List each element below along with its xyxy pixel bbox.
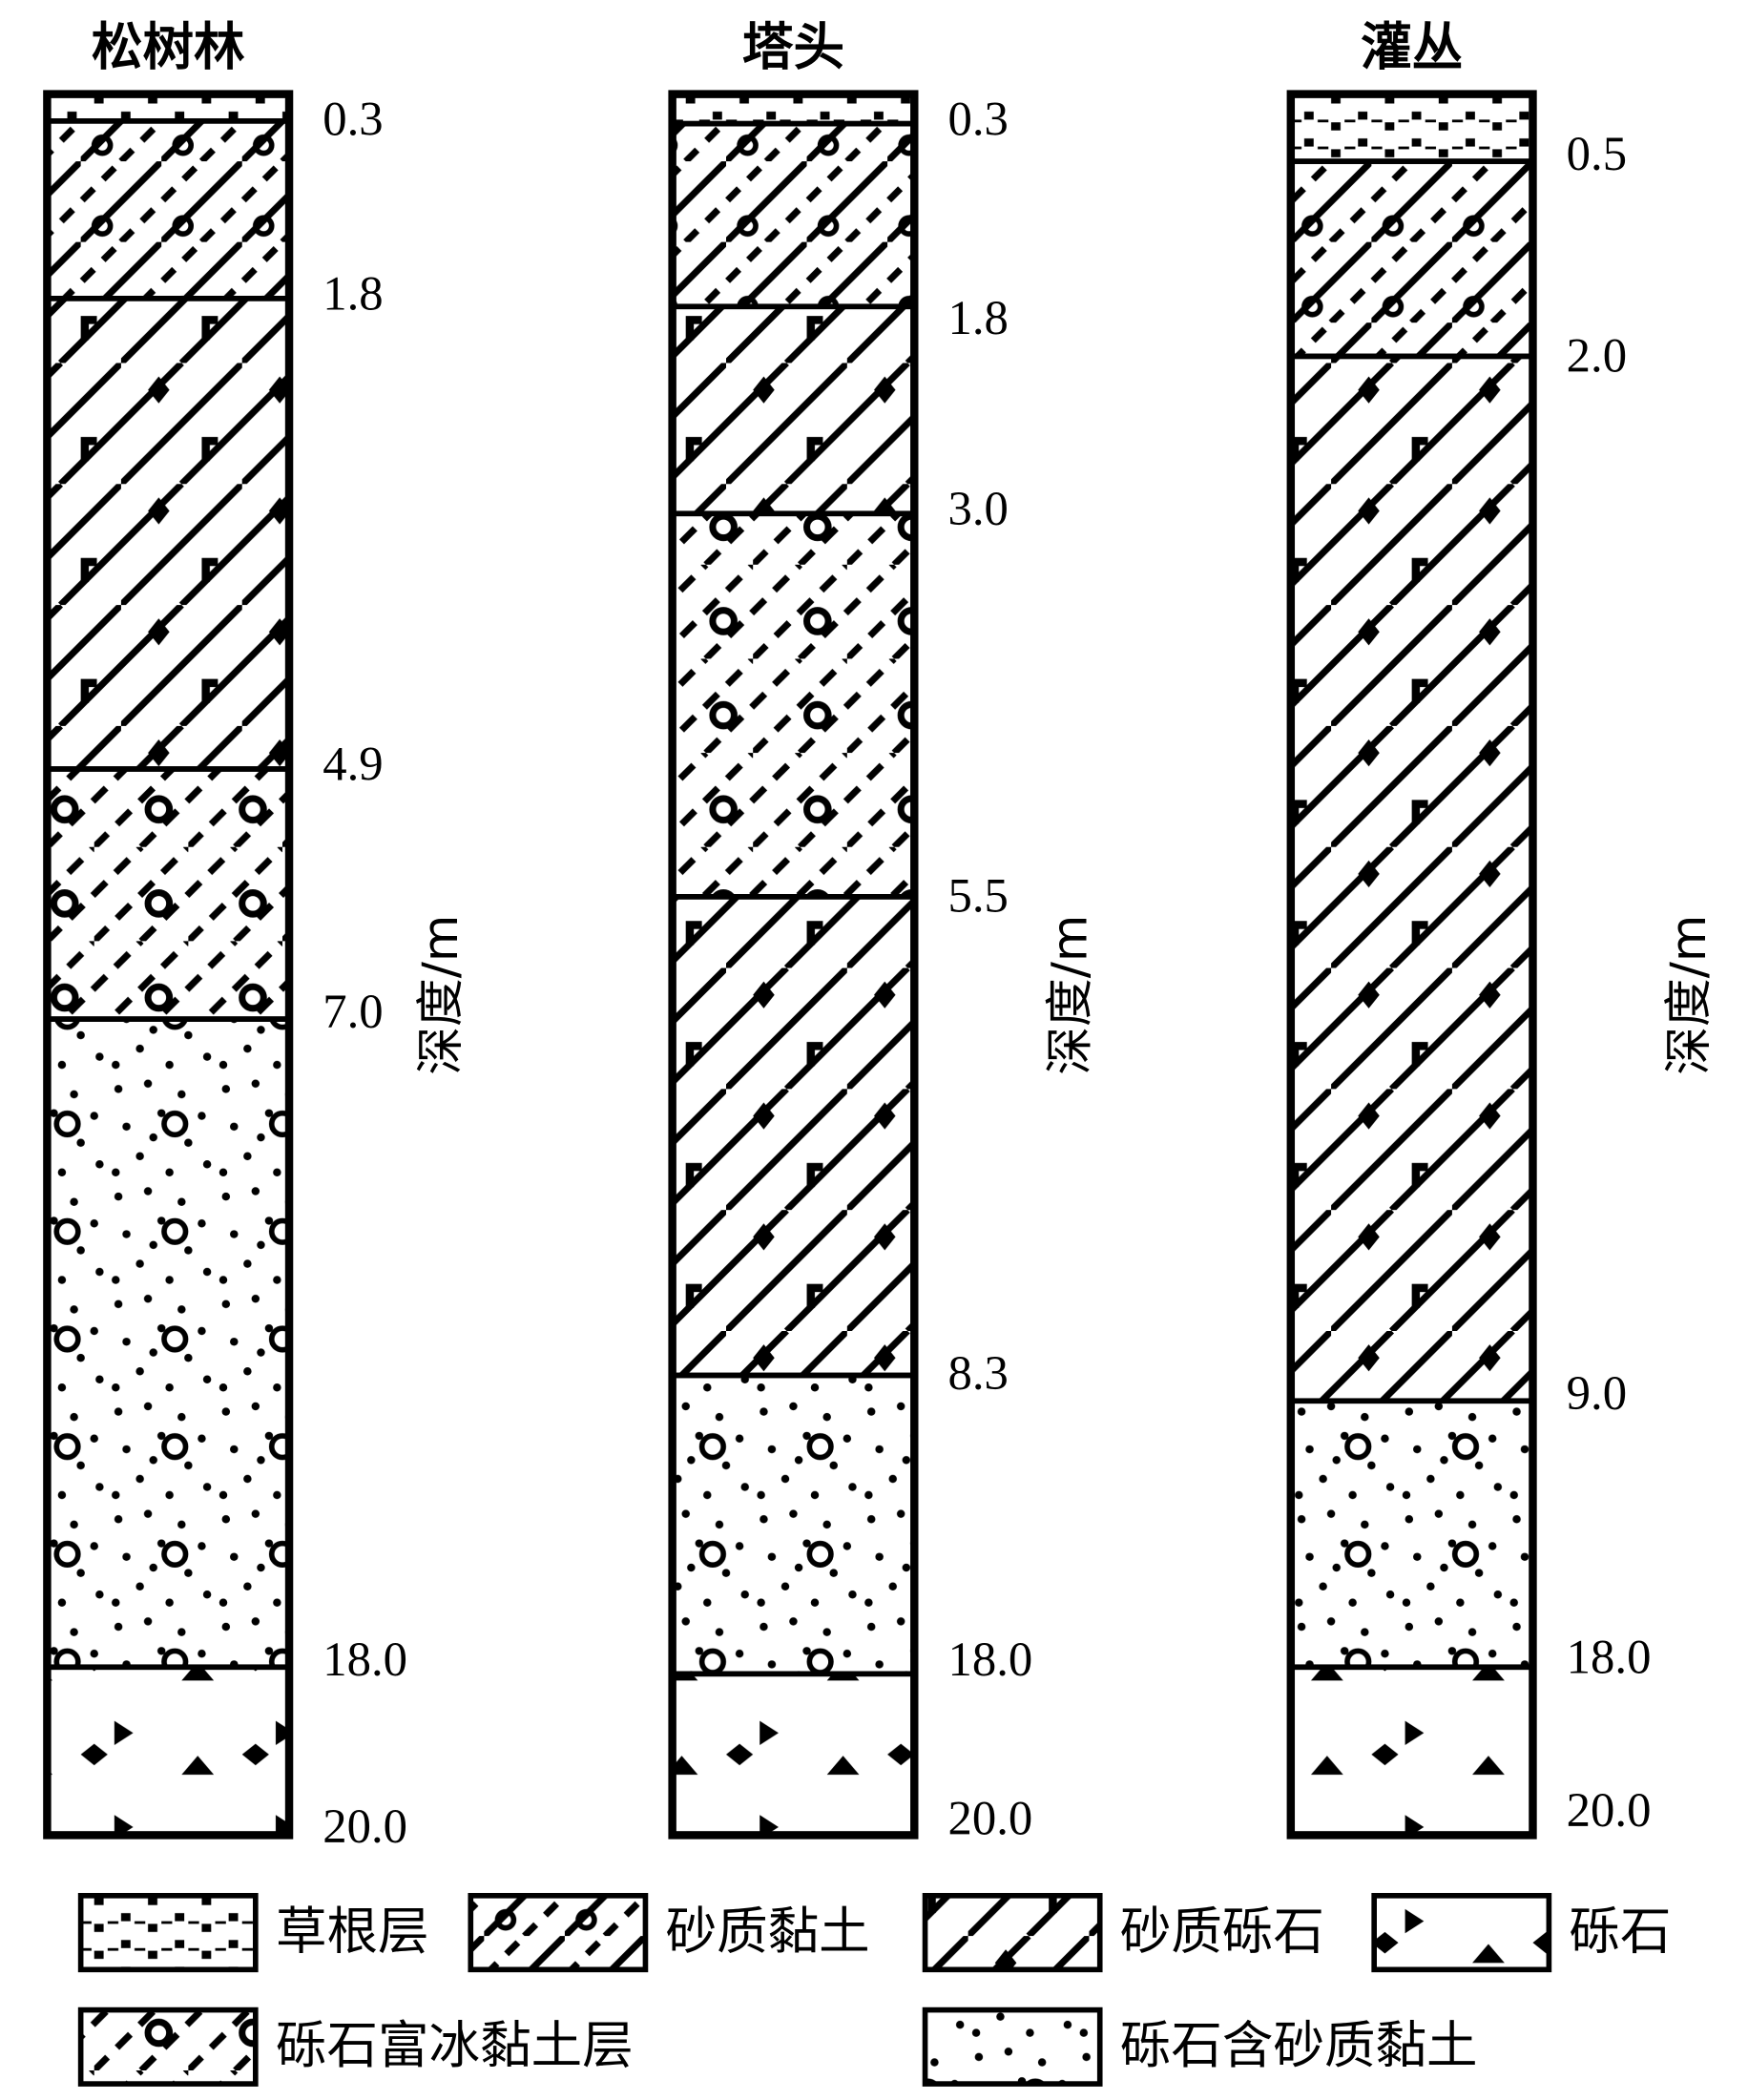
layer (669, 1671, 918, 1839)
depth-label: 8.3 (948, 1346, 1009, 1400)
depth-label: 18.0 (323, 1632, 407, 1686)
depth-label: 0.3 (323, 92, 383, 145)
legend-swatch (922, 2006, 1103, 2087)
column-frame (43, 90, 294, 1840)
layer (669, 303, 918, 517)
depth-label: 5.5 (948, 869, 1009, 923)
column-title: 灌丛 (1361, 17, 1463, 77)
legend-swatch (1371, 1893, 1552, 1973)
depth-label: 3.0 (948, 482, 1009, 535)
depth-label: 18.0 (948, 1632, 1033, 1686)
layer (669, 894, 918, 1379)
axis-label: 深度/m (412, 915, 468, 1075)
depth-label: 20.0 (323, 1799, 407, 1853)
legend-label: 砂质砾石 (1120, 1901, 1324, 1961)
depth-label: 0.5 (1567, 127, 1627, 180)
layer (1288, 91, 1536, 164)
layer (44, 118, 292, 301)
legend-swatch (77, 2006, 259, 2087)
legend-label: 砾石含砂质黏土 (1120, 2015, 1478, 2075)
column-frame (668, 90, 919, 1840)
depth-label: 20.0 (1567, 1783, 1652, 1837)
layer (1288, 1664, 1536, 1839)
legend-label: 草根层 (276, 1901, 429, 1961)
layer (1288, 158, 1536, 360)
legend-swatch (922, 1893, 1103, 1973)
layer (44, 1016, 292, 1671)
layer (669, 510, 918, 900)
layer (44, 766, 292, 1022)
column-title: 松树林 (92, 17, 245, 77)
legend-label: 砾石富冰黏土层 (276, 2015, 634, 2075)
depth-label: 0.3 (948, 92, 1009, 145)
depth-label: 1.8 (323, 266, 383, 320)
depth-label: 20.0 (948, 1791, 1033, 1844)
axis-label: 深度/m (1660, 915, 1717, 1075)
depth-label: 1.8 (948, 291, 1009, 344)
layer (669, 120, 918, 310)
legend-label: 砾石 (1570, 1901, 1672, 1961)
layer (44, 296, 292, 772)
layer (669, 1372, 918, 1677)
legend-swatch (77, 1893, 259, 1973)
layer (1288, 1398, 1536, 1671)
layer (669, 91, 918, 127)
column-title: 塔头 (742, 17, 844, 77)
depth-label: 18.0 (1567, 1630, 1652, 1683)
depth-label: 4.9 (323, 738, 383, 791)
layer (44, 1664, 292, 1839)
legend-swatch (468, 1893, 649, 1973)
depth-label: 9.0 (1567, 1366, 1627, 1420)
legend-label: 砂质黏土 (666, 1901, 870, 1961)
axis-label: 深度/m (1042, 915, 1098, 1075)
depth-label: 7.0 (323, 985, 383, 1038)
layer (1288, 353, 1536, 1404)
depth-label: 2.0 (1567, 328, 1627, 382)
column-frame (1286, 90, 1537, 1840)
